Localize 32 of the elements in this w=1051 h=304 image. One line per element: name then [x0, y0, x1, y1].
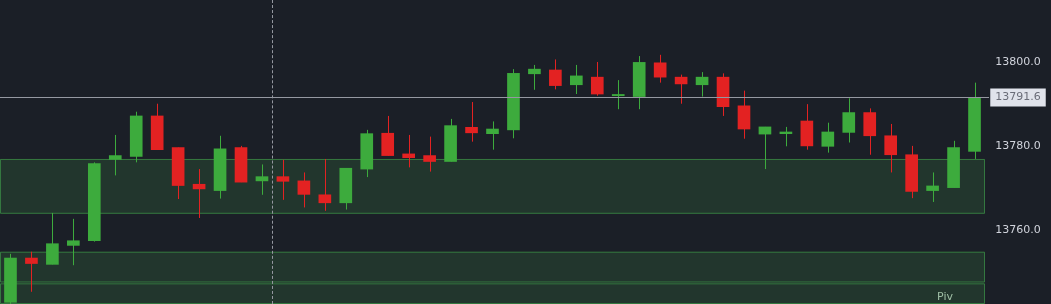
- candlestick: [528, 64, 541, 91]
- candlestick: [192, 168, 206, 219]
- candlestick: [863, 107, 877, 156]
- candlestick: [590, 61, 604, 97]
- candlestick: [486, 120, 499, 151]
- candlestick: [570, 64, 583, 95]
- candlestick: [318, 158, 332, 212]
- y-tick-label: 13760.0: [995, 223, 1041, 237]
- candlestick: [465, 101, 478, 143]
- candlestick: [611, 79, 625, 110]
- candlestick: [695, 71, 709, 98]
- candlestick: [821, 122, 835, 154]
- candlestick: [25, 251, 38, 293]
- candlestick: [381, 115, 395, 157]
- candlestick: [46, 212, 59, 265]
- candlestick: [276, 159, 290, 201]
- candlestick: [926, 171, 939, 203]
- band-label: Piv: [937, 290, 954, 304]
- candlestick: [108, 134, 122, 176]
- candlestick: [255, 163, 269, 196]
- y-tick-label: 13780.0: [995, 139, 1041, 153]
- candlestick: [549, 58, 562, 90]
- candlestick: [67, 218, 80, 266]
- candlestick: [737, 90, 751, 140]
- candlestick: [842, 97, 856, 144]
- candlestick: [297, 171, 311, 208]
- candlestick: [423, 136, 436, 173]
- y-tick-label: 13800.0: [995, 54, 1041, 68]
- ref-line-label: 13791.6: [995, 90, 1041, 104]
- candlestick: [653, 54, 667, 84]
- candlestick: [402, 134, 415, 168]
- candlestick: [884, 123, 898, 173]
